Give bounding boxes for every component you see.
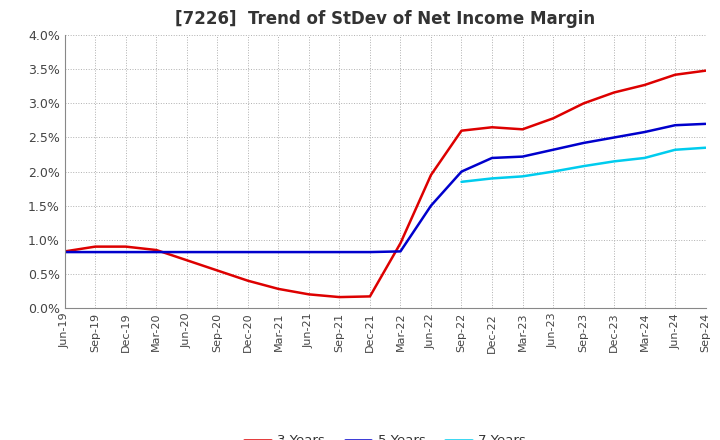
3 Years (152, 247, 161, 253)
3 Years (183, 258, 192, 263)
3 Years (610, 90, 618, 95)
5 Years (640, 129, 649, 135)
7 Years (579, 164, 588, 169)
3 Years (213, 268, 222, 273)
5 Years (274, 249, 283, 255)
3 Years (518, 127, 527, 132)
3 Years (305, 292, 313, 297)
5 Years (91, 249, 99, 255)
5 Years (152, 249, 161, 255)
7 Years (671, 147, 680, 152)
3 Years (487, 125, 496, 130)
5 Years (305, 249, 313, 255)
3 Years (457, 128, 466, 133)
Line: 5 Years: 5 Years (65, 124, 706, 252)
Title: [7226]  Trend of StDev of Net Income Margin: [7226] Trend of StDev of Net Income Marg… (175, 10, 595, 28)
3 Years (427, 172, 436, 178)
5 Years (549, 147, 557, 152)
Legend: 3 Years, 5 Years, 7 Years: 3 Years, 5 Years, 7 Years (239, 429, 531, 440)
3 Years (671, 72, 680, 77)
5 Years (213, 249, 222, 255)
Line: 3 Years: 3 Years (65, 71, 706, 297)
5 Years (610, 135, 618, 140)
7 Years (640, 155, 649, 161)
7 Years (610, 159, 618, 164)
3 Years (701, 68, 710, 73)
7 Years (457, 179, 466, 184)
5 Years (396, 249, 405, 254)
5 Years (366, 249, 374, 255)
5 Years (671, 123, 680, 128)
5 Years (487, 155, 496, 161)
5 Years (518, 154, 527, 159)
5 Years (122, 249, 130, 255)
5 Years (335, 249, 343, 255)
3 Years (549, 116, 557, 121)
7 Years (549, 169, 557, 174)
5 Years (243, 249, 252, 255)
Line: 7 Years: 7 Years (462, 148, 706, 182)
3 Years (366, 294, 374, 299)
5 Years (427, 203, 436, 209)
5 Years (579, 140, 588, 146)
3 Years (640, 82, 649, 88)
3 Years (579, 101, 588, 106)
3 Years (335, 294, 343, 300)
3 Years (243, 278, 252, 283)
3 Years (274, 286, 283, 292)
5 Years (701, 121, 710, 127)
7 Years (487, 176, 496, 181)
5 Years (457, 169, 466, 174)
3 Years (60, 249, 69, 254)
7 Years (518, 174, 527, 179)
3 Years (122, 244, 130, 249)
5 Years (183, 249, 192, 255)
3 Years (91, 244, 99, 249)
3 Years (396, 241, 405, 246)
7 Years (701, 145, 710, 150)
5 Years (60, 249, 69, 255)
